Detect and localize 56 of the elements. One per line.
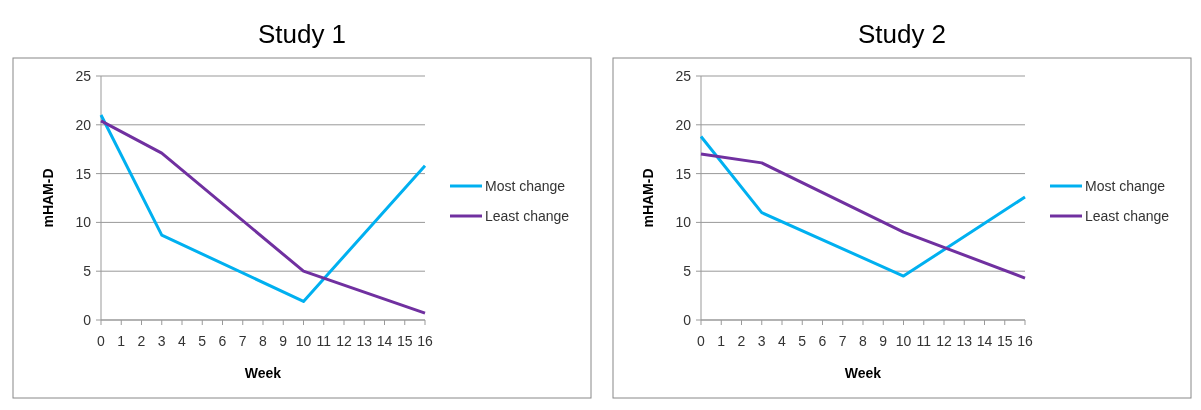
x-tick-label: 6 [818, 333, 827, 349]
x-axis-title: Week [844, 365, 882, 381]
x-tick-label: 2 [737, 333, 746, 349]
chart-title: Study 2 [857, 19, 947, 49]
x-tick-label: 5 [798, 333, 807, 349]
y-tick-label: 10 [75, 214, 92, 231]
y-axis-title: mHAM-D [40, 168, 56, 228]
x-tick-label: 16 [1017, 333, 1033, 349]
x-tick-label: 14 [976, 333, 993, 349]
y-tick-label: 20 [675, 116, 692, 133]
chart-title: Study 1 [257, 19, 347, 49]
x-tick-label: 2 [137, 333, 146, 349]
y-tick-label: 5 [83, 263, 92, 280]
x-tick-label: 12 [336, 333, 352, 349]
y-tick-label: 10 [675, 214, 692, 231]
x-tick-label: 3 [157, 333, 166, 349]
x-tick-label: 7 [238, 333, 247, 349]
x-axis-title: Week [244, 365, 282, 381]
x-tick-label: 8 [259, 333, 268, 349]
x-tick-label: 1 [717, 333, 726, 349]
legend-label: Most change [485, 177, 566, 194]
y-tick-label: 20 [75, 116, 92, 133]
x-tick-label: 10 [295, 333, 312, 349]
y-axis-title: mHAM-D [640, 168, 656, 228]
x-tick-label: 14 [376, 333, 393, 349]
x-tick-label: 0 [697, 333, 706, 349]
y-tick-label: 5 [683, 263, 692, 280]
y-tick-label: 25 [75, 67, 92, 84]
x-tick-label: 4 [178, 333, 187, 349]
x-tick-label: 10 [895, 333, 912, 349]
x-tick-label: 1 [117, 333, 126, 349]
x-tick-label: 16 [417, 333, 433, 349]
x-tick-label: 15 [996, 333, 1013, 349]
legend-label: Least change [1085, 207, 1170, 224]
x-tick-label: 15 [396, 333, 413, 349]
x-tick-label: 13 [356, 333, 373, 349]
x-tick-label: 4 [778, 333, 787, 349]
x-tick-label: 3 [757, 333, 766, 349]
y-tick-label: 0 [83, 311, 92, 328]
y-tick-label: 25 [675, 67, 692, 84]
x-tick-label: 7 [838, 333, 847, 349]
x-tick-label: 11 [916, 333, 932, 349]
y-tick-label: 15 [75, 165, 92, 182]
x-tick-label: 0 [97, 333, 106, 349]
x-tick-label: 13 [956, 333, 973, 349]
y-tick-label: 15 [675, 165, 692, 182]
x-tick-label: 9 [879, 333, 888, 349]
x-tick-label: 5 [198, 333, 207, 349]
legend-label: Most change [1085, 177, 1166, 194]
x-tick-label: 12 [936, 333, 952, 349]
x-tick-label: 6 [218, 333, 227, 349]
y-tick-label: 0 [683, 311, 692, 328]
x-tick-label: 8 [859, 333, 868, 349]
legend-label: Least change [485, 207, 570, 224]
x-tick-label: 9 [279, 333, 288, 349]
x-tick-label: 11 [316, 333, 332, 349]
